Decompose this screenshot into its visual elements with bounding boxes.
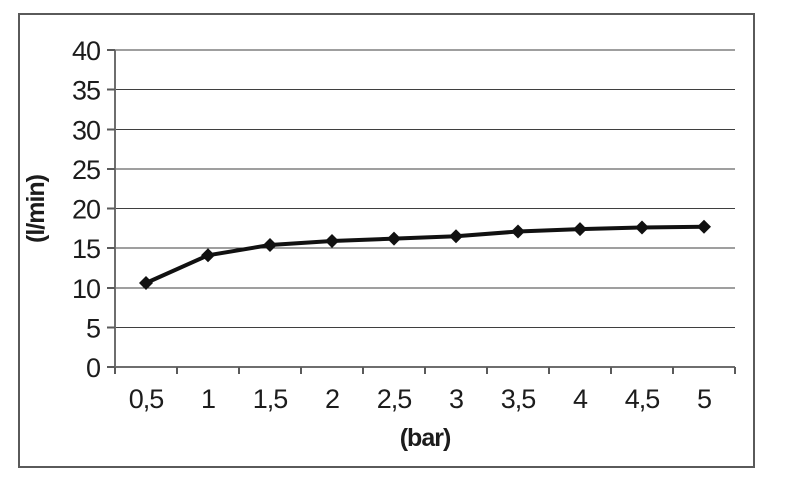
data-point-marker [325, 233, 339, 248]
data-point-marker [387, 231, 401, 246]
data-point-marker [573, 222, 587, 237]
x-tick-label: 2,5 [377, 384, 412, 414]
y-tick-label: 5 [86, 313, 100, 343]
data-point-marker [201, 248, 215, 263]
data-point-marker [511, 224, 525, 239]
y-tick-label: 40 [72, 36, 100, 66]
y-axis-title: (l/min) [22, 174, 50, 243]
x-tick-label: 3,5 [501, 384, 536, 414]
x-tick-label: 3 [449, 384, 463, 414]
chart-frame: 0 5 10 15 20 25 30 35 40 0,5 1 1,5 2 2,5 3 3,5 4 4,5 5 (l… [18, 13, 755, 468]
x-tick-label: 4 [573, 384, 588, 414]
x-tick-label: 1,5 [253, 384, 288, 414]
data-series [139, 219, 711, 290]
x-tick-label: 4,5 [625, 384, 660, 414]
data-point-marker [635, 220, 649, 235]
chart-canvas: 0 5 10 15 20 25 30 35 40 0,5 1 1,5 2 2,5 3 3,5 4 4,5 5 (l… [22, 36, 736, 452]
series-line [144, 224, 706, 285]
x-tick-labels: 0,5 1 1,5 2 2,5 3 3,5 4 4,5 5 [129, 384, 712, 414]
gridlines [115, 49, 735, 328]
y-tick-label: 25 [72, 155, 100, 185]
data-point-marker [697, 219, 711, 234]
data-point-marker [139, 275, 153, 290]
y-tick-label: 10 [72, 274, 100, 304]
x-tick-label: 2 [325, 384, 339, 414]
y-tick-label: 30 [72, 115, 100, 145]
x-tick-label: 1 [201, 384, 215, 414]
x-tick-label: 5 [697, 384, 711, 414]
y-tick-label: 35 [72, 76, 100, 106]
axes [107, 49, 736, 374]
y-tick-label: 15 [72, 234, 100, 264]
x-tick-label: 0,5 [129, 384, 164, 414]
data-point-marker [449, 229, 463, 244]
y-tick-labels: 0 5 10 15 20 25 30 35 40 [72, 36, 101, 383]
y-tick-label: 20 [72, 195, 100, 225]
y-tick-label: 0 [86, 353, 100, 383]
data-point-marker [263, 237, 277, 252]
x-axis-title: (bar) [400, 424, 451, 452]
